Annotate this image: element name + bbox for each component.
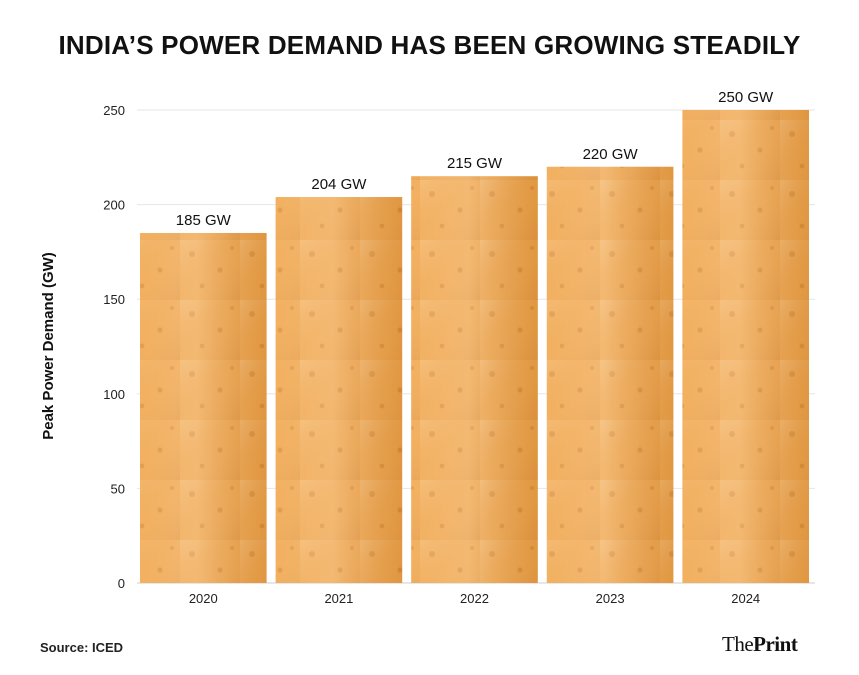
y-tick-label: 100 (103, 387, 125, 402)
x-tick-label-2021: 2021 (324, 591, 353, 606)
x-tick-label-2024: 2024 (731, 591, 760, 606)
bar-shading-2022 (411, 176, 538, 583)
y-tick-label: 0 (118, 576, 125, 591)
x-tick-label-2023: 2023 (596, 591, 625, 606)
bar-shading-2020 (140, 232, 267, 584)
y-tick-label: 250 (103, 103, 125, 118)
brand-logo: ThePrint (722, 632, 798, 657)
data-label-2022: 215 GW (447, 155, 503, 172)
y-tick-label: 200 (103, 198, 125, 213)
x-tick-label-2022: 2022 (460, 591, 489, 606)
source-note: Source: ICED (40, 640, 124, 655)
data-label-2023: 220 GW (583, 146, 639, 163)
y-axis-label: Peak Power Demand (GW) (40, 252, 57, 440)
data-label-2021: 204 GW (311, 176, 367, 193)
x-tick-label-2020: 2020 (189, 591, 218, 606)
data-label-2020: 185 GW (176, 212, 232, 229)
brand-logo-part-2: Print (753, 632, 798, 656)
y-tick-label: 150 (103, 292, 125, 307)
chart-title: INDIA’S POWER DEMAND HAS BEEN GROWING ST… (58, 30, 801, 60)
bar-shading-2024 (682, 110, 809, 583)
bar-shading-2021 (275, 197, 403, 584)
y-tick-label: 50 (111, 481, 125, 496)
data-label-2024: 250 GW (718, 89, 774, 106)
bar-shading-2023 (546, 166, 674, 583)
brand-logo-part-1: The (722, 632, 754, 656)
